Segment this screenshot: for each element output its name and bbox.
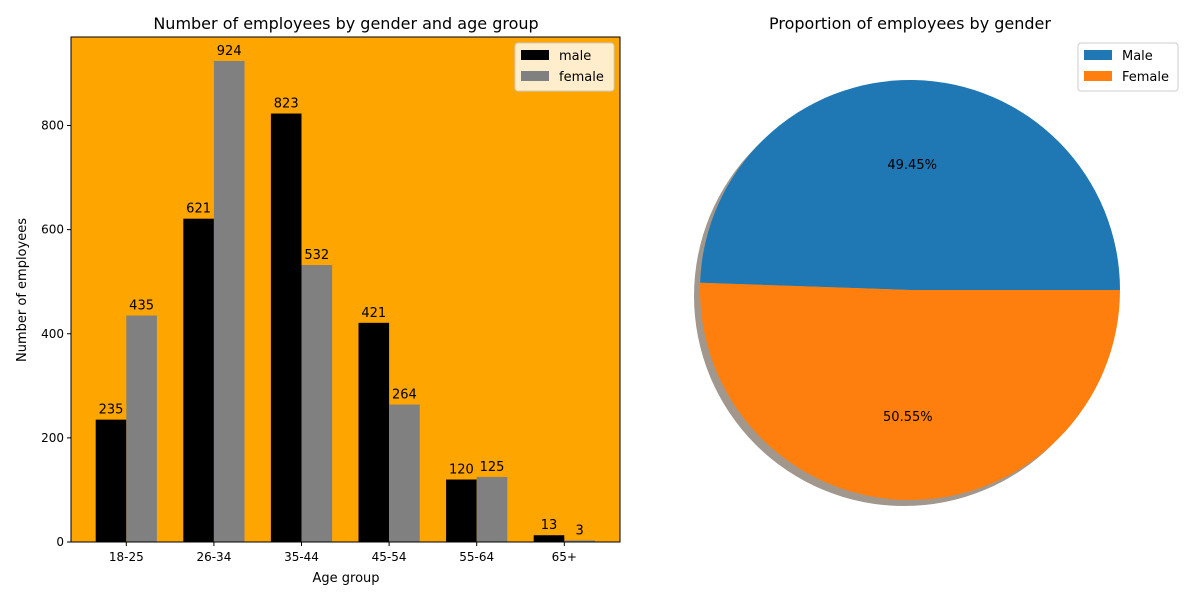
legend-swatch-male-pie [1084,50,1112,60]
bar-marks [95,60,595,543]
bar-male-55-64 [446,479,477,542]
x-tick-label: 45-54 [372,550,407,564]
legend-label-female-pie: Female [1122,70,1169,85]
bar-female-18-25 [126,315,157,542]
y-tick-label: 600 [41,223,64,237]
legend-swatch-male [521,50,549,60]
bar-value-label: 13 [541,518,558,533]
legend-swatch-female [521,71,549,81]
bar-chart-title: Number of employees by gender and age gr… [153,14,538,33]
bar-value-label: 125 [480,460,505,475]
bar-chart: Number of employees by gender and age gr… [15,14,621,586]
x-axis-label: Age group [312,571,379,586]
y-tick-label: 400 [41,327,64,341]
pie-chart: Proportion of employees by gender 49.45%… [694,14,1179,506]
bar-value-label: 120 [449,463,474,478]
bar-plot-area [70,36,621,543]
y-tick-label: 200 [41,431,64,445]
bar-value-label: 421 [361,306,386,321]
x-tick-label: 65+ [552,550,577,564]
bar-male-65+ [533,535,565,542]
bar-value-label: 235 [99,403,124,418]
bar-value-label: 924 [217,44,242,59]
pie-pct-label: 49.45% [887,158,937,173]
bar-value-label: 532 [304,248,329,263]
bar-value-label: 3 [575,523,583,538]
x-tick-label: 26-34 [196,550,231,564]
pie-slice-female [699,282,1120,501]
legend-label-female: female [559,70,604,85]
bar-female-35-44 [301,265,333,542]
bar-value-label: 435 [129,299,154,314]
y-tick-label: 0 [56,535,64,549]
bar-female-26-34 [213,60,245,542]
bar-value-labels: 235 435 621 924 823 532 421 264 120 125 13 3 [99,44,584,538]
bar-male-26-34 [183,218,214,543]
bar-value-label: 621 [186,202,211,217]
y-tick-label: 800 [41,119,64,133]
x-axis-ticks: 18-25 26-34 35-44 45-54 55-64 65+ [109,542,577,564]
bar-male-18-25 [95,419,127,542]
x-tick-label: 55-64 [459,550,494,564]
legend-swatch-female-pie [1084,71,1112,81]
bar-legend: male female [514,42,615,92]
bar-female-65+ [564,540,595,542]
pie-chart-title: Proportion of employees by gender [769,14,1051,33]
pie-pct-label: 50.55% [883,410,933,425]
pie-legend: Male Female [1077,42,1179,92]
x-tick-label: 18-25 [109,550,144,564]
y-axis-label: Number of employees [15,218,30,362]
bar-plot-frame [70,36,621,543]
x-tick-label: 35-44 [284,550,319,564]
bar-female-55-64 [476,476,508,542]
legend-label-male: male [559,49,591,64]
legend-label-male-pie: Male [1122,49,1153,64]
bar-male-35-44 [270,113,302,542]
y-axis-ticks: 0 200 400 600 800 [41,119,71,549]
bar-value-label: 823 [274,97,299,112]
bar-male-45-54 [358,322,390,542]
bar-female-45-54 [389,404,420,542]
pie-slice-male [700,80,1120,290]
pie-marks: 49.45% 50.55% [694,80,1120,506]
bar-value-label: 264 [392,388,417,403]
